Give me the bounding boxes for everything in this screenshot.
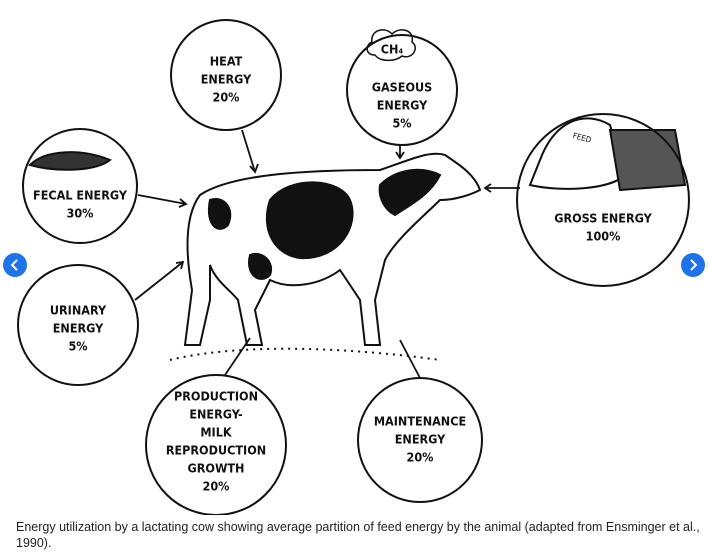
arrows bbox=[134, 129, 520, 379]
node-label: FECAL ENERGY bbox=[33, 188, 128, 203]
node-share: 20% bbox=[213, 90, 240, 105]
node-circle bbox=[22, 128, 138, 244]
prev-button[interactable] bbox=[3, 253, 27, 277]
node-circle bbox=[170, 19, 282, 131]
prev-icon bbox=[10, 259, 18, 271]
node-label: URINARY bbox=[50, 303, 107, 318]
next-button[interactable] bbox=[681, 253, 705, 277]
node-label: GASEOUS bbox=[372, 80, 433, 95]
node-circle bbox=[516, 113, 690, 287]
node-label: GROWTH bbox=[188, 461, 245, 476]
node-share: 20% bbox=[203, 479, 230, 494]
caption: Energy utilization by a lactating cow sh… bbox=[16, 520, 700, 550]
node-formula: CH₄ bbox=[381, 42, 404, 57]
node-share: 20% bbox=[407, 450, 434, 465]
node-label: ENERGY- bbox=[189, 407, 243, 422]
node-label: ENERGY bbox=[377, 98, 428, 113]
node-label: GROSS ENERGY bbox=[554, 211, 652, 226]
node-label: PRODUCTION bbox=[174, 389, 258, 404]
node-label: ENERGY bbox=[201, 72, 252, 87]
node-label: HEAT bbox=[210, 54, 243, 69]
node-share: 5% bbox=[68, 339, 87, 354]
node-label: ENERGY bbox=[53, 321, 104, 336]
node-circle bbox=[346, 34, 458, 146]
node-share: 5% bbox=[392, 116, 411, 131]
node-share: 30% bbox=[67, 206, 94, 221]
cow bbox=[28, 29, 687, 361]
node-label: MAINTENANCE bbox=[374, 414, 466, 429]
node-share: 100% bbox=[586, 229, 621, 244]
node-label: MILK bbox=[200, 425, 233, 440]
diagram: HEAT ENERGY 20% CH₄ GASEOUS ENERGY 5% FECAL ENE… bbox=[17, 19, 690, 516]
node-circle bbox=[17, 264, 139, 386]
next-icon bbox=[690, 259, 698, 271]
node-label: REPRODUCTION bbox=[166, 443, 266, 458]
node-label: ENERGY bbox=[395, 432, 446, 447]
node-circle bbox=[357, 377, 483, 503]
